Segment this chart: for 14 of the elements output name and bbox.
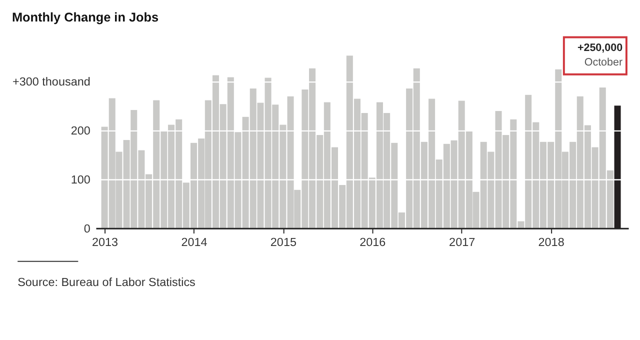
x-tick-label: 2018 bbox=[538, 236, 565, 250]
y-tick-label: 100 bbox=[70, 174, 91, 187]
text: +250,000 bbox=[577, 42, 623, 54]
y-tick-label: 0 bbox=[84, 222, 91, 236]
x-tick-label: 2016 bbox=[360, 236, 386, 250]
x-tick-label: 2014 bbox=[181, 236, 208, 250]
annotation: October bbox=[584, 56, 623, 69]
x-tick-label: 2015 bbox=[270, 236, 297, 250]
source-note: Source: Bureau of Labor Statistics bbox=[18, 276, 196, 289]
y-tick-label: 200 bbox=[70, 124, 91, 138]
x-tick-label: 2013 bbox=[92, 236, 118, 250]
y-tick-label: +300 thousand bbox=[12, 76, 90, 89]
chart-title: Monthly Change in Jobs bbox=[12, 10, 159, 25]
x-tick-label: 2017 bbox=[449, 236, 476, 250]
